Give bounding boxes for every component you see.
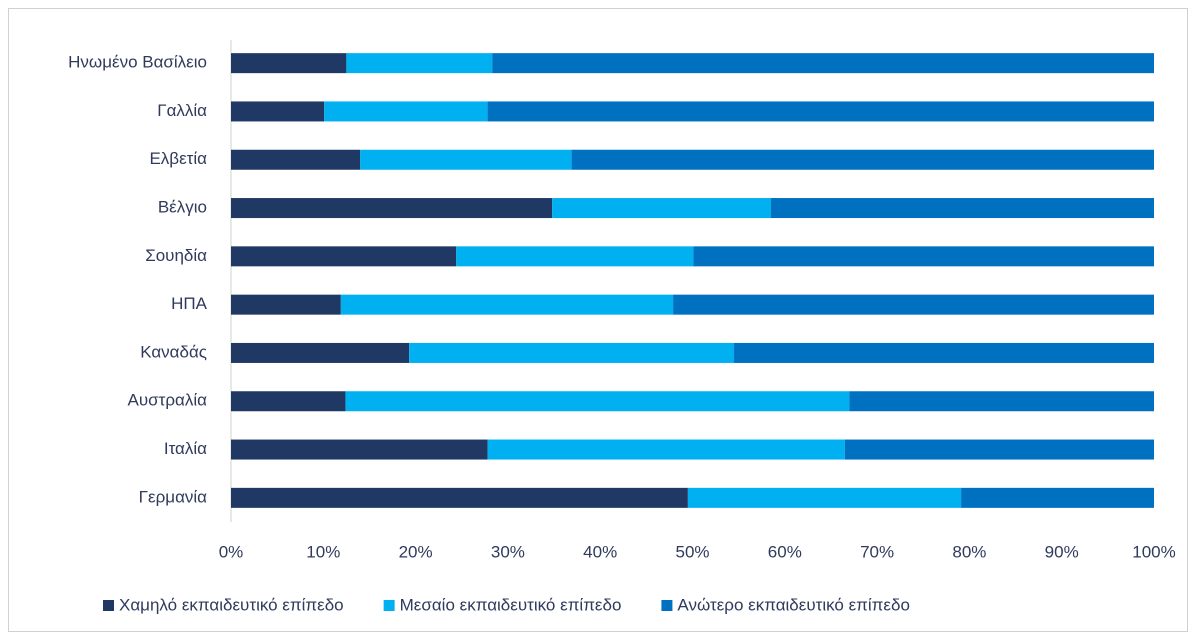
x-tick-label: 10%: [306, 542, 340, 561]
bar-segment: [487, 439, 845, 460]
bar-segment: [346, 53, 493, 74]
bar-segment: [849, 391, 1154, 412]
y-tick-label: Ελβετία: [149, 149, 207, 168]
y-tick-label: Σουηδία: [145, 246, 207, 265]
bar-segment: [231, 246, 457, 267]
x-tick-label: 40%: [583, 542, 617, 561]
bar-segment: [231, 342, 410, 363]
legend-label: Μεσαίο εκπαιδευτικό επίπεδο: [400, 595, 622, 614]
legend-swatch: [383, 600, 395, 611]
bar-segment: [231, 487, 688, 508]
bar-segment: [844, 439, 1154, 460]
bar-segment: [409, 342, 735, 363]
y-tick-label: Βέλγιο: [158, 198, 207, 217]
bar-segment: [231, 391, 346, 412]
bar-segment: [961, 487, 1154, 508]
y-tick-label: Ιταλία: [164, 439, 207, 458]
bar-segment: [231, 198, 553, 219]
y-tick-label: Γαλλία: [157, 101, 207, 120]
x-tick-label: 60%: [768, 542, 802, 561]
y-tick-label: ΗΠΑ: [171, 294, 208, 313]
bar-segment: [571, 149, 1154, 170]
bar-segment: [770, 198, 1154, 219]
bar-segment: [360, 149, 572, 170]
legend-label: Χαμηλό εκπαιδευτικό επίπεδο: [119, 595, 344, 614]
bar-segment: [231, 294, 341, 315]
y-tick-label: Αυστραλία: [128, 391, 208, 410]
bar-segment: [492, 53, 1155, 74]
bar-segment: [687, 487, 962, 508]
x-tick-label: 100%: [1132, 542, 1175, 561]
x-tick-label: 20%: [399, 542, 433, 561]
bar-segment: [324, 101, 488, 122]
bar-segment: [340, 294, 674, 315]
x-tick-label: 30%: [491, 542, 525, 561]
bar-segment: [487, 101, 1154, 122]
bar-segment: [231, 149, 361, 170]
y-tick-label: Γερμανία: [139, 487, 208, 506]
bar-segment: [693, 246, 1154, 267]
bar-segment: [552, 198, 771, 219]
bar-segment: [734, 342, 1154, 363]
x-tick-label: 50%: [675, 542, 709, 561]
x-tick-label: 0%: [219, 542, 244, 561]
legend-label: Ανώτερο εκπαιδευτικό επίπεδο: [677, 595, 910, 614]
legend-swatch: [103, 600, 114, 611]
bar-segment: [231, 101, 325, 122]
bar-segment: [231, 53, 347, 74]
y-tick-label: Καναδάς: [140, 342, 207, 361]
legend-swatch: [661, 600, 673, 611]
x-tick-label: 70%: [860, 542, 894, 561]
bar-segment: [456, 246, 694, 267]
bar-segment: [231, 439, 488, 460]
bar-segment: [673, 294, 1154, 315]
y-tick-label: Ηνωμένο Βασίλειο: [68, 53, 207, 72]
bar-segment: [345, 391, 850, 412]
x-tick-label: 80%: [952, 542, 986, 561]
x-tick-label: 90%: [1045, 542, 1079, 561]
